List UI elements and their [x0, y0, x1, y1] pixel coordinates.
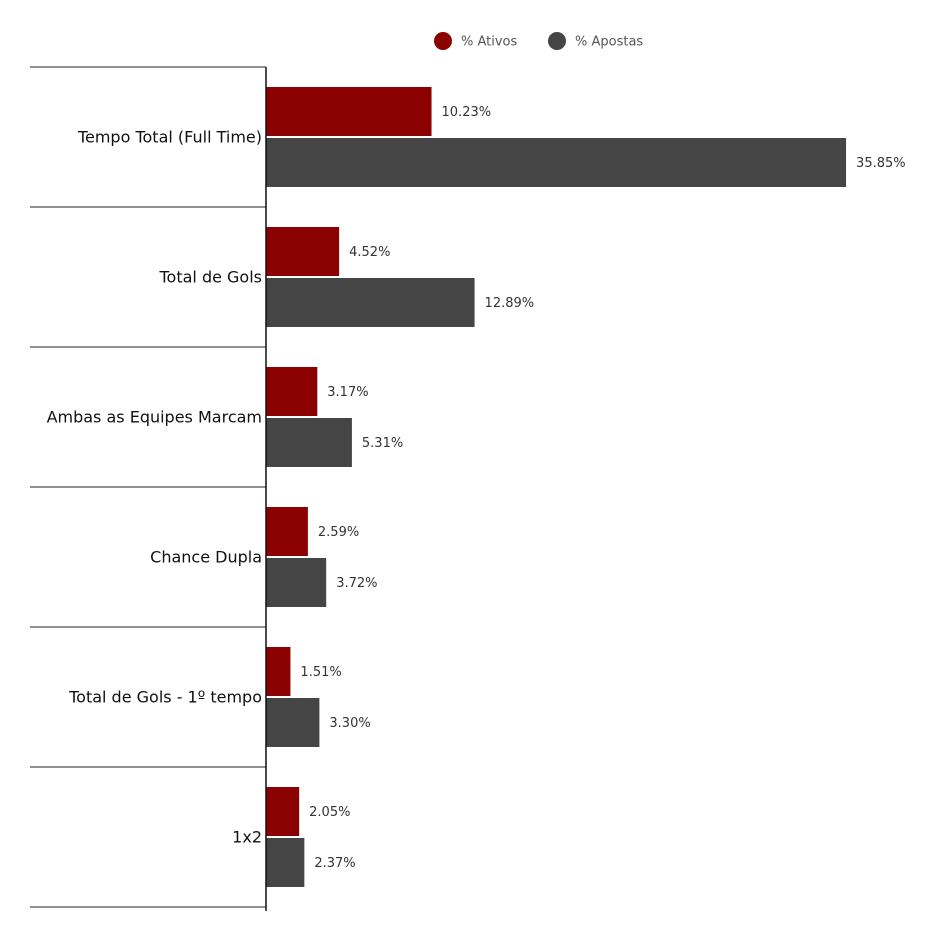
bar [266, 87, 432, 136]
value-label: 12.89% [485, 296, 535, 311]
category-label: Total de Gols - 1º tempo [68, 688, 262, 707]
bar [266, 838, 305, 887]
value-label: 5.31% [362, 436, 403, 451]
value-label: 2.37% [314, 856, 355, 871]
bar [266, 647, 291, 696]
category-label: Tempo Total (Full Time) [77, 128, 262, 147]
bar [266, 418, 352, 467]
legend-label: % Apostas [575, 35, 643, 50]
value-label: 3.30% [329, 716, 370, 731]
category-label: 1x2 [232, 828, 262, 847]
value-label: 2.59% [318, 525, 359, 540]
legend-marker [548, 32, 566, 50]
value-label: 3.72% [336, 576, 377, 591]
value-label: 2.05% [309, 805, 350, 820]
category-label: Ambas as Equipes Marcam [47, 408, 262, 427]
value-label: 3.17% [327, 385, 368, 400]
bar [266, 787, 300, 836]
bar [266, 698, 320, 747]
legend-marker [434, 32, 452, 50]
bar [266, 278, 475, 327]
value-label: 10.23% [442, 105, 492, 120]
category-label: Chance Dupla [150, 548, 262, 567]
bar [266, 227, 340, 276]
value-label: 4.52% [349, 245, 390, 260]
bar [266, 138, 847, 187]
legend-label: % Ativos [461, 35, 518, 50]
value-label: 1.51% [300, 665, 341, 680]
bar [266, 367, 318, 416]
bar [266, 558, 327, 607]
bar [266, 507, 308, 556]
value-label: 35.85% [856, 156, 906, 171]
category-label: Total de Gols [158, 268, 262, 287]
